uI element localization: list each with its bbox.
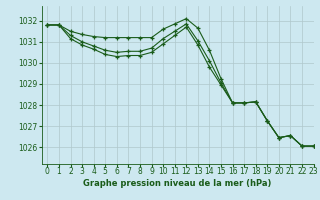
X-axis label: Graphe pression niveau de la mer (hPa): Graphe pression niveau de la mer (hPa) xyxy=(84,179,272,188)
